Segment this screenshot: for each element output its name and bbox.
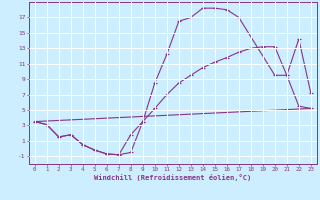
X-axis label: Windchill (Refroidissement éolien,°C): Windchill (Refroidissement éolien,°C): [94, 174, 252, 181]
